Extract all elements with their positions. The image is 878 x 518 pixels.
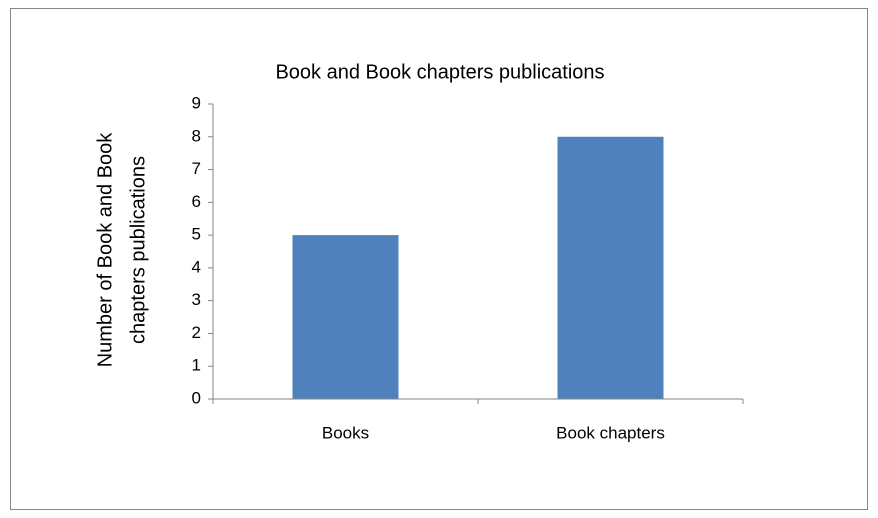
y-tick-label: 0 (192, 388, 201, 407)
y-axis-label: Number of Book and Book (94, 132, 116, 368)
y-tick-label: 7 (192, 159, 201, 178)
x-tick-label: Book chapters (556, 423, 665, 442)
x-tick-label: Books (322, 423, 369, 442)
y-tick-label: 2 (192, 323, 201, 342)
chart-title: Book and Book chapters publications (275, 61, 604, 83)
bar (292, 235, 399, 399)
y-tick-label: 6 (192, 192, 201, 211)
y-tick-label: 4 (192, 257, 201, 276)
y-tick-label: 5 (192, 225, 201, 244)
y-axis-label: chapters publications (127, 156, 149, 344)
y-tick-label: 1 (192, 356, 201, 375)
y-tick-label: 3 (192, 290, 201, 309)
y-tick-label: 8 (192, 126, 201, 145)
chart-border (10, 8, 868, 510)
y-tick-label: 9 (192, 93, 201, 112)
bar (557, 136, 664, 399)
